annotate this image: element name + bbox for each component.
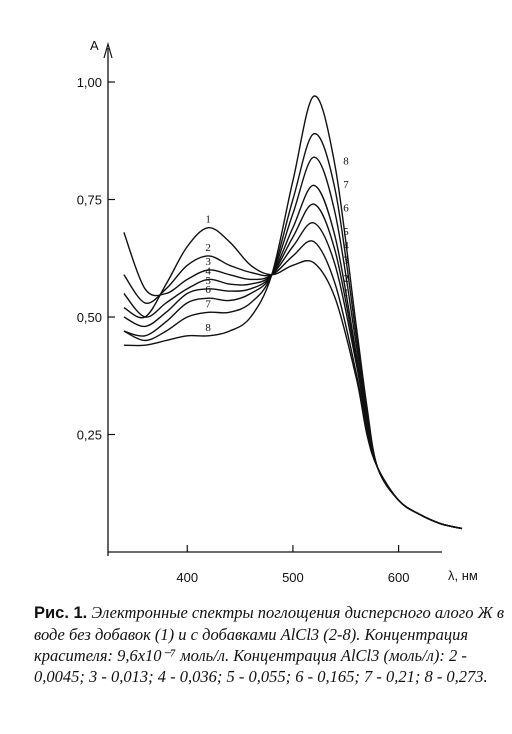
spectrum-curve-7 <box>123 133 463 530</box>
curve-label-3: 3 <box>205 256 211 268</box>
curve-label-right-3: 3 <box>343 254 349 266</box>
y-tick-label: 0,50 <box>77 310 102 325</box>
curve-label-right-2: 2 <box>343 273 349 285</box>
y-axis-arrow <box>103 41 113 59</box>
curve-label-right-7: 7 <box>343 179 349 191</box>
spectrum-curve-8 <box>123 95 463 530</box>
spectrum-curve-1 <box>123 226 463 530</box>
figure-caption: Рис. 1. Электронные спектры поглощения д… <box>34 602 504 687</box>
curve-label-7: 7 <box>205 298 211 310</box>
curve-label-6: 6 <box>205 284 211 296</box>
spectrum-curve-4 <box>123 203 463 530</box>
curve-label-5: 5 <box>205 275 211 287</box>
y-tick-label: 0,75 <box>77 193 102 208</box>
y-tick-label: 1,00 <box>77 75 102 90</box>
curve-label-right-6: 6 <box>343 203 349 215</box>
spectra-curves <box>123 95 463 530</box>
spectrum-curve-6 <box>123 156 463 530</box>
x-tick-label: 500 <box>282 570 304 585</box>
curve-label-right-5: 5 <box>343 226 349 238</box>
curve-label-8: 8 <box>205 322 211 334</box>
x-tick-label: 400 <box>176 570 198 585</box>
y-axis-label: A <box>90 38 99 53</box>
tick-labels: Aλ, нм 0,25 0,50 0,75 1,00 400 500 600 <box>77 38 478 585</box>
curve-label-1: 1 <box>205 214 211 226</box>
curve-label-right-4: 4 <box>343 240 349 252</box>
curve-label-right-1: 1 <box>343 287 349 299</box>
caption-lead: Рис. 1. <box>34 604 88 622</box>
x-tick-label: 600 <box>388 570 410 585</box>
curve-label-right-8: 8 <box>343 156 349 168</box>
axes <box>103 41 442 556</box>
caption-text: Электронные спектры поглощения дисперсно… <box>34 603 504 686</box>
curve-label-2: 2 <box>205 242 211 254</box>
curve-label-4: 4 <box>205 265 211 277</box>
spectrum-curve-2 <box>123 240 463 530</box>
y-tick-label: 0,25 <box>77 428 102 443</box>
x-axis-label: λ, нм <box>448 568 478 583</box>
